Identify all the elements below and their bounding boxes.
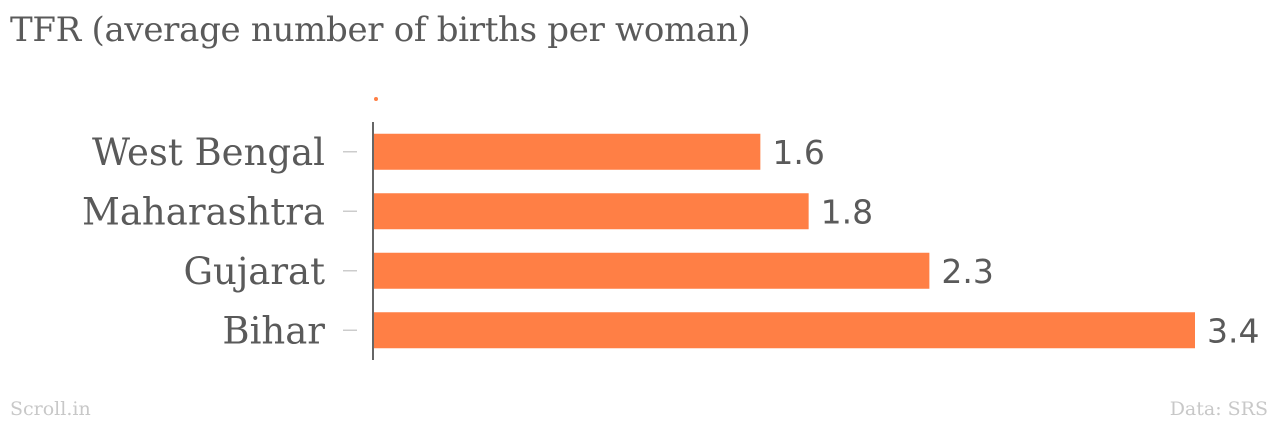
value-label-bihar: 3.4 xyxy=(1207,311,1259,350)
category-label-gujarat: Gujarat xyxy=(183,250,325,293)
value-label-gujarat: 2.3 xyxy=(941,252,993,291)
bar-bihar xyxy=(374,312,1195,349)
footer-data-credit: Data: SRS xyxy=(1169,398,1268,420)
legend-marker xyxy=(374,97,378,101)
bar-gujarat xyxy=(374,252,930,289)
category-label-bihar: Bihar xyxy=(222,309,325,352)
value-label-west-bengal: 1.6 xyxy=(772,133,824,172)
labels-layer: West Bengal 1.6 Maharashtra 1.8 Gujarat 2.3 Bi… xyxy=(82,131,1260,353)
value-label-maharashtra: 1.8 xyxy=(821,192,873,231)
bar-maharashtra xyxy=(374,193,809,230)
footer-brand: Scroll.in xyxy=(10,398,91,420)
category-label-west-bengal: West Bengal xyxy=(92,131,325,174)
chart-title: TFR (average number of births per woman) xyxy=(10,10,751,50)
bars-layer xyxy=(374,133,1195,349)
bar-west-bengal xyxy=(374,133,761,170)
category-label-maharashtra: Maharashtra xyxy=(82,190,325,233)
